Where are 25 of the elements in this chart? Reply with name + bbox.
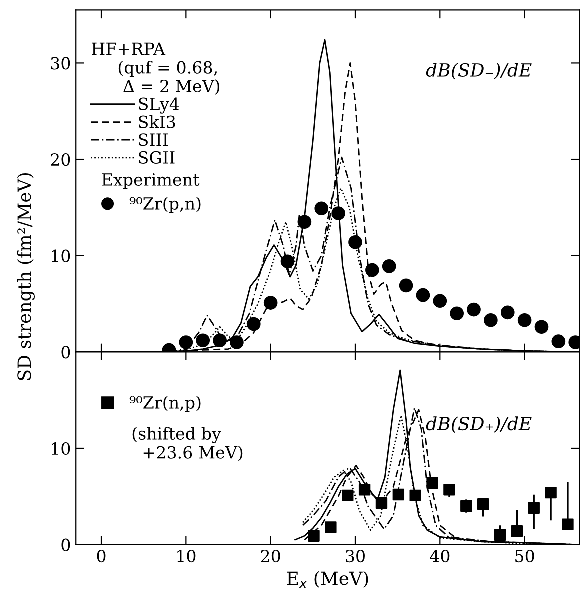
y-axis-title: SD strength (fm²/MeV) bbox=[17, 174, 36, 380]
annotation: Experiment bbox=[102, 174, 200, 190]
annotation: dB(SD₋)/dE bbox=[426, 63, 532, 80]
y-tick-label: 0 bbox=[62, 538, 70, 552]
x-tick-label: 0 bbox=[97, 550, 106, 563]
y-tick-label: 0 bbox=[62, 346, 70, 359]
annotation: (shifted by +23.6 MeV) bbox=[132, 427, 243, 462]
x-tick-label: 10 bbox=[178, 550, 196, 563]
x-tick-label: 30 bbox=[346, 550, 365, 563]
legend-label: SIII bbox=[139, 134, 168, 146]
y-tick-label: 10 bbox=[52, 250, 70, 262]
y-tick-label: 30 bbox=[51, 57, 70, 70]
x-tick-label: 20 bbox=[261, 550, 280, 563]
legend-label: SGII bbox=[139, 151, 175, 164]
annotation: dB(SD₊)/dE bbox=[426, 416, 532, 434]
legend-label: ⁹⁰Zr(p,n) bbox=[130, 197, 201, 214]
x-axis-title: E$_{x}$ (MeV) bbox=[287, 571, 368, 588]
x-tick-label: 40 bbox=[430, 550, 450, 563]
y-tick-label: 10 bbox=[52, 442, 70, 456]
x-tick-label: 50 bbox=[516, 550, 534, 563]
legend-title: HF+RPA (quf = 0.68, Δ = 2 MeV) bbox=[92, 42, 220, 95]
legend-label: SkI3 bbox=[139, 115, 176, 128]
legend-label: SLy4 bbox=[139, 98, 180, 114]
y-tick-label: 20 bbox=[51, 153, 70, 166]
legend-label: ⁹⁰Zr(n,p) bbox=[130, 396, 201, 412]
